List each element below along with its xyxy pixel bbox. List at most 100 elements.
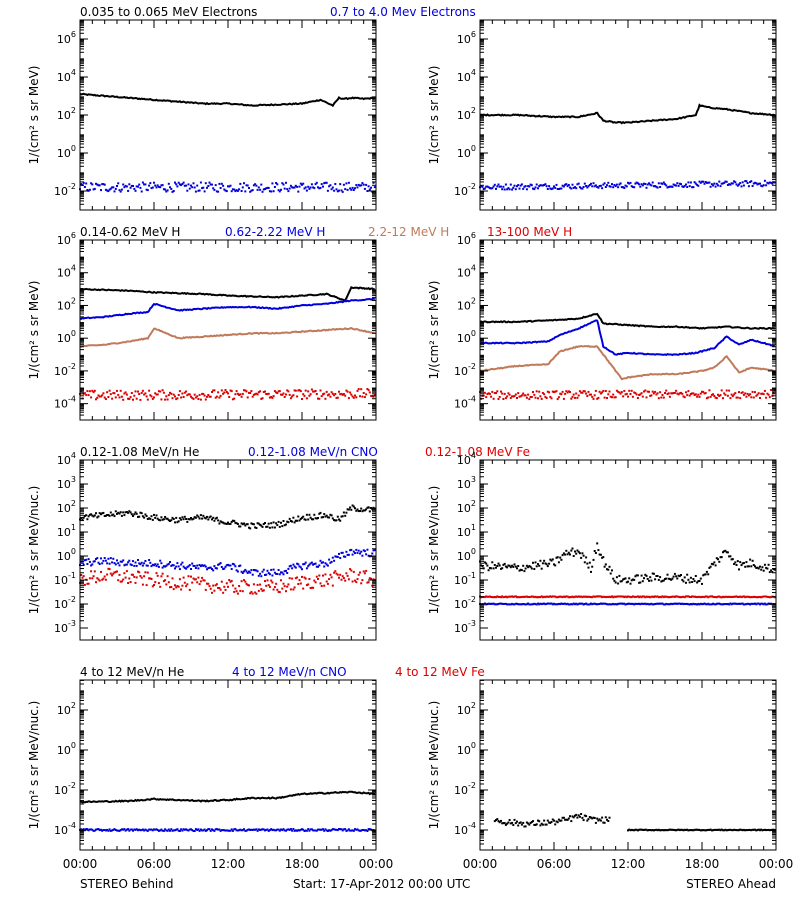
data-point (513, 563, 516, 566)
data-point (109, 187, 112, 190)
data-point (659, 602, 662, 605)
data-point (288, 565, 291, 568)
data-point (356, 828, 359, 831)
data-point (543, 393, 546, 396)
data-point (506, 822, 509, 825)
data-point (707, 596, 710, 599)
data-point (356, 551, 359, 554)
data-point (553, 185, 555, 188)
data-point (283, 570, 286, 573)
data-point (188, 588, 191, 591)
data-point (643, 182, 645, 185)
data-point (190, 568, 192, 570)
data-point (741, 391, 744, 394)
data-point (692, 595, 695, 598)
data-point (182, 518, 185, 521)
data-point (545, 595, 548, 598)
data-point (318, 512, 321, 515)
data-point (209, 829, 212, 832)
data-point (165, 564, 168, 567)
data-point (759, 182, 761, 185)
data-point (134, 561, 137, 564)
data-point (112, 828, 115, 831)
data-point (93, 560, 96, 563)
data-point (191, 396, 194, 399)
data-point (578, 552, 581, 555)
data-point (553, 595, 555, 598)
data-point (368, 577, 371, 580)
data-point (107, 514, 110, 516)
data-point (228, 523, 231, 525)
data-point (265, 584, 268, 587)
data-point (683, 396, 686, 399)
data-point (266, 569, 269, 572)
data-point (662, 829, 665, 832)
data-point (351, 395, 354, 398)
data-point (601, 556, 604, 559)
data-point (723, 392, 726, 395)
data-point (98, 395, 101, 398)
data-point (174, 395, 176, 398)
data-point (355, 581, 358, 584)
data-point (245, 570, 248, 573)
data-point (723, 829, 726, 832)
data-point (339, 828, 342, 831)
data-point (183, 581, 186, 584)
data-point (256, 522, 259, 525)
data-point (362, 509, 365, 512)
data-point (556, 603, 559, 606)
data-point (736, 602, 739, 605)
data-point (752, 564, 755, 566)
data-point (699, 392, 702, 395)
data-point (481, 565, 484, 568)
data-point (328, 578, 331, 581)
data-point (708, 566, 711, 569)
data-point (540, 397, 543, 400)
data-point (525, 396, 528, 399)
data-point (234, 587, 237, 590)
data-point (169, 586, 171, 589)
data-point (149, 828, 152, 831)
data-point (590, 816, 592, 819)
data-point (537, 596, 539, 599)
data-point (83, 583, 86, 586)
data-point (116, 829, 118, 832)
data-point (686, 602, 689, 605)
data-point (239, 393, 242, 396)
data-point (629, 829, 632, 832)
data-point (572, 816, 575, 819)
data-point (480, 596, 483, 599)
data-point (265, 828, 268, 831)
data-point (724, 393, 727, 396)
data-point (750, 565, 753, 568)
data-point (770, 389, 773, 391)
data-point (677, 393, 680, 396)
data-point (643, 829, 645, 831)
x-tick-label: 00:00 (759, 857, 794, 871)
data-point (260, 397, 263, 400)
data-point (655, 595, 658, 598)
data-point (347, 553, 350, 556)
data-point (664, 578, 666, 580)
data-point (86, 828, 89, 831)
data-point (91, 183, 94, 186)
data-point (634, 182, 637, 185)
data-point (763, 602, 766, 605)
data-point (252, 523, 255, 526)
data-point (640, 828, 643, 831)
data-point (373, 549, 376, 552)
data-point (541, 562, 544, 565)
data-point (701, 390, 703, 393)
data-point (278, 390, 281, 393)
data-point (223, 567, 226, 570)
data-point (742, 828, 745, 831)
data-point (506, 603, 509, 606)
data-point (601, 596, 604, 599)
data-point (276, 588, 279, 591)
data-point (215, 395, 218, 398)
data-point (675, 595, 678, 598)
data-point (607, 568, 610, 571)
data-point (759, 603, 761, 606)
data-point (187, 829, 190, 832)
data-point (492, 397, 495, 400)
